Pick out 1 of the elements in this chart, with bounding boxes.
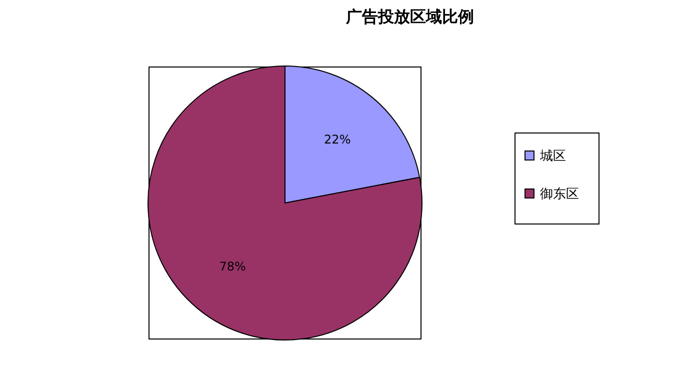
title: 广告投放区域比例 bbox=[346, 7, 474, 26]
